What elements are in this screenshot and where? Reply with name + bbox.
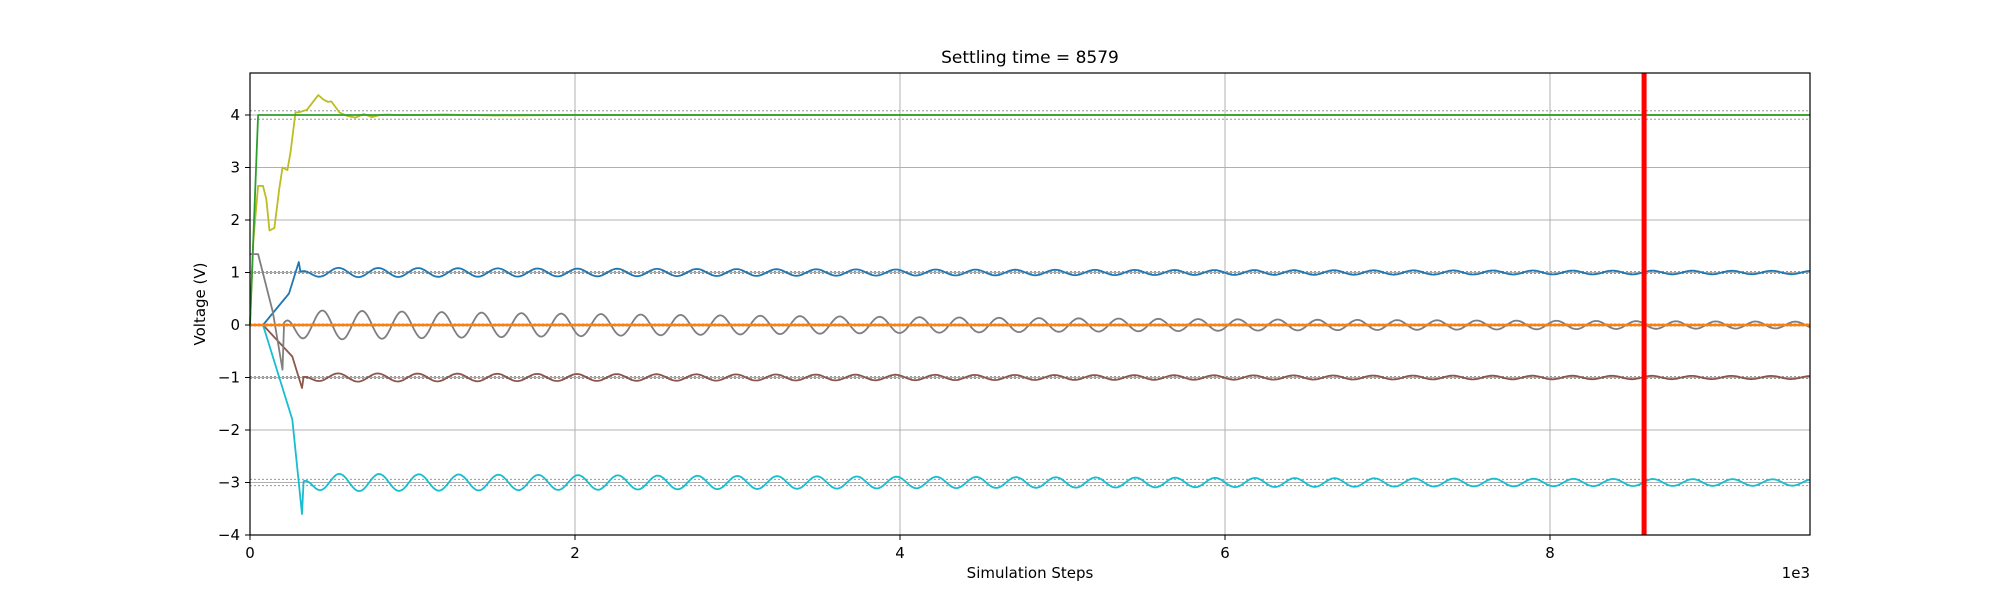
chart-title: Settling time = 8579 [941,48,1119,68]
y-tick-label: 2 [230,211,240,229]
y-tick-label: −4 [218,526,240,544]
y-tick-label: −1 [218,369,240,387]
x-tick-label: 4 [895,544,905,562]
y-tick-label: 0 [230,316,240,334]
series-line-0 [249,94,1810,326]
y-axis-title: Voltage (V) [191,263,209,346]
grid-lines [249,73,1810,536]
y-axis-ticks: −4 −3 −2 −1 0 1 2 3 4 [218,106,250,544]
x-tick-label: 6 [1220,544,1230,562]
plot-frame [249,72,1811,536]
x-axis-title: Simulation Steps [967,564,1094,582]
x-tick-label: 8 [1545,544,1555,562]
y-tick-label: 3 [230,159,240,177]
y-tick-label: −2 [218,421,240,439]
x-tick-label: 2 [570,544,580,562]
x-axis-ticks: 0 2 4 6 8 [245,535,1555,562]
y-tick-label: −3 [218,474,240,492]
y-tick-label: 1 [230,264,240,282]
series-line-5 [250,324,1811,515]
series-lines [249,94,1811,515]
x-tick-label: 0 [245,544,255,562]
series-line-3 [250,324,1811,389]
y-tick-label: 4 [230,106,240,124]
x-axis-offset-label: 1e3 [1782,564,1810,582]
series-line-2 [250,261,1811,326]
